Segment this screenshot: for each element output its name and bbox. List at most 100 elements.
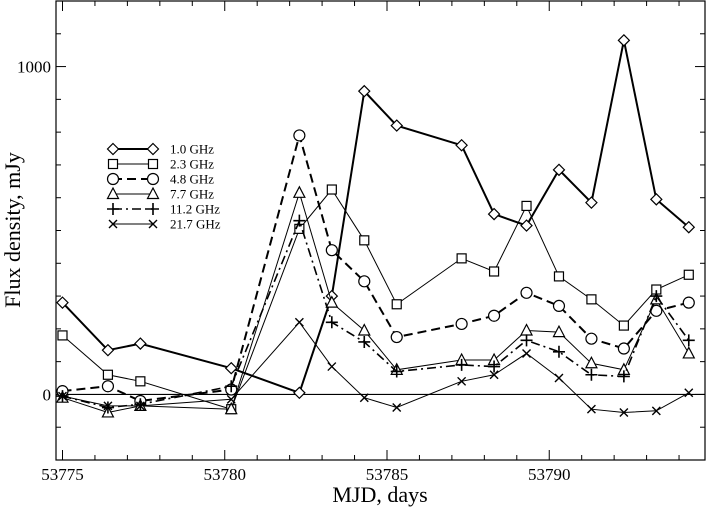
legend-marker-21-7-ghz (108, 219, 118, 229)
data-point-11-2-ghz (358, 335, 371, 348)
data-point-21-7-ghz (684, 388, 694, 398)
data-point-7-7-ghz (325, 295, 339, 308)
series-21-7-ghz (57, 317, 694, 417)
data-point-1-0-ghz (101, 343, 115, 357)
y-axis-label: Flux density, mJy (0, 152, 25, 308)
legend-marker-1-0-ghz (146, 142, 160, 156)
data-point-21-7-ghz (57, 391, 67, 401)
data-point-2-3-ghz (57, 330, 68, 341)
data-point-21-7-ghz (522, 348, 532, 358)
data-point-21-7-ghz (651, 406, 661, 416)
data-point-1-0-ghz (455, 138, 468, 152)
data-point-4-8-ghz (101, 380, 115, 393)
data-point-11-2-ghz (101, 401, 114, 414)
legend-marker-11-2-ghz (107, 203, 119, 215)
data-point-2-3-ghz (391, 299, 402, 310)
data-point-1-0-ghz (293, 386, 306, 400)
data-point-21-7-ghz (619, 407, 629, 417)
data-point-7-7-ghz (520, 323, 534, 336)
data-point-1-0-ghz (390, 119, 404, 132)
legend-marker-7-7-ghz (106, 186, 120, 200)
data-point-11-2-ghz (617, 370, 630, 383)
data-point-1-0-ghz (56, 296, 69, 309)
data-point-11-2-ghz (552, 345, 565, 358)
data-point-11-2-ghz (585, 368, 598, 381)
data-point-21-7-ghz (489, 370, 499, 380)
data-point-7-7-ghz (682, 346, 696, 359)
data-point-2-3-ghz (586, 294, 597, 305)
data-point-1-0-ghz (649, 193, 663, 206)
legend-label-7-7-ghz: 7.7 GHz (170, 187, 214, 202)
data-point-21-7-ghz (294, 317, 304, 327)
data-point-11-2-ghz (650, 290, 663, 303)
legend-marker-2-3-ghz (147, 158, 159, 170)
axis-ticks (56, 0, 705, 460)
data-point-11-2-ghz (134, 398, 147, 411)
data-point-4-8-ghz (617, 342, 630, 355)
data-point-2-3-ghz (618, 320, 629, 331)
data-point-4-8-ghz (487, 309, 501, 322)
data-point-21-7-ghz (554, 373, 564, 383)
data-point-11-2-ghz (455, 358, 468, 371)
data-point-21-7-ghz (135, 401, 145, 411)
data-point-11-2-ghz (390, 365, 403, 378)
data-point-11-2-ghz (325, 316, 338, 329)
data-point-4-8-ghz (520, 286, 533, 299)
data-point-4-8-ghz (585, 332, 598, 345)
data-point-11-2-ghz (682, 334, 695, 347)
data-point-2-3-ghz (359, 235, 370, 246)
series-line-21-7-ghz (62, 321, 690, 414)
x-tick-label: 53780 (203, 465, 246, 484)
data-point-2-3-ghz (488, 266, 500, 277)
data-point-4-8-ghz (293, 129, 306, 142)
data-point-11-2-ghz (488, 360, 501, 373)
series-11-2-ghz (56, 214, 695, 414)
data-point-1-0-ghz (585, 196, 598, 209)
legend-marker-1-0-ghz (106, 142, 120, 156)
data-point-11-2-ghz (520, 334, 533, 347)
data-point-1-0-ghz (682, 220, 696, 234)
data-point-4-8-ghz (552, 299, 566, 313)
series-line-1-0-ghz (61, 40, 690, 395)
legend-marker-7-7-ghz (146, 186, 160, 200)
plot-frame (55, 0, 706, 461)
legend-marker-11-2-ghz (147, 203, 159, 215)
data-point-1-0-ghz (224, 361, 238, 375)
data-point-4-8-ghz (390, 330, 403, 344)
y-tick-labels: 0 1000 (17, 58, 51, 405)
x-tick-label: 53790 (528, 465, 571, 484)
x-tick-label: 53775 (41, 465, 84, 484)
data-point-2-3-ghz (102, 369, 114, 380)
data-point-7-7-ghz (584, 355, 598, 369)
data-point-1-0-ghz (617, 33, 631, 47)
y-tick-label: 1000 (17, 58, 51, 77)
data-point-1-0-ghz (552, 163, 566, 177)
legend-marker-2-3-ghz (107, 158, 119, 170)
y-tick-label: 0 (43, 385, 52, 404)
data-point-4-8-ghz (358, 275, 371, 288)
legend-marker-21-7-ghz (148, 219, 158, 229)
data-point-21-7-ghz (226, 394, 236, 404)
legend-marker-4-8-ghz (146, 172, 160, 186)
legend-label-4-8-ghz: 4.8 GHz (170, 172, 214, 187)
data-point-21-7-ghz (457, 376, 467, 386)
data-point-21-7-ghz (586, 404, 596, 414)
legend-label-11-2-ghz: 11.2 GHz (170, 202, 220, 217)
data-point-2-3-ghz (553, 271, 565, 282)
data-point-4-8-ghz (325, 244, 338, 257)
data-point-2-3-ghz (521, 200, 532, 212)
data-point-2-3-ghz (326, 184, 337, 195)
data-point-7-7-ghz (224, 401, 238, 415)
data-point-7-7-ghz (357, 323, 371, 336)
data-point-21-7-ghz (327, 362, 337, 372)
data-point-2-3-ghz (456, 253, 467, 264)
data-point-2-3-ghz (135, 376, 146, 387)
data-point-1-0-ghz (134, 337, 147, 350)
data-point-21-7-ghz (359, 393, 369, 403)
data-point-1-0-ghz (520, 219, 533, 232)
data-point-4-8-ghz (455, 317, 468, 331)
legend-marker-4-8-ghz (106, 172, 120, 186)
data-point-7-7-ghz (552, 324, 566, 338)
data-point-11-2-ghz (225, 380, 238, 393)
